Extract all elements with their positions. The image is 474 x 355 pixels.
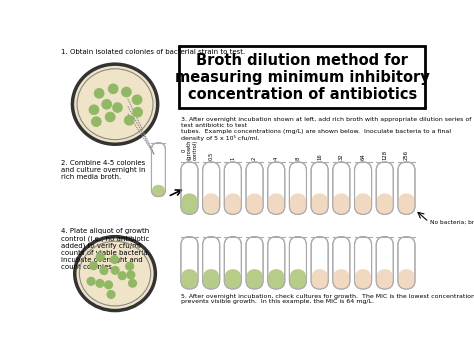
FancyBboxPatch shape [311,193,328,214]
FancyBboxPatch shape [398,237,415,289]
Text: 2: 2 [252,157,257,160]
Circle shape [87,277,95,285]
Ellipse shape [73,64,158,144]
FancyBboxPatch shape [268,269,284,289]
Text: 5. After overnight incubation, check cultures for growth.  The MIC is the lowest: 5. After overnight incubation, check cul… [181,294,474,305]
Circle shape [127,271,135,279]
FancyBboxPatch shape [290,162,307,214]
Text: 1. Obtain isolated colonies of bacterial strain to test.: 1. Obtain isolated colonies of bacterial… [61,49,245,55]
FancyBboxPatch shape [311,269,328,289]
Text: measuring minimum inhibitory: measuring minimum inhibitory [175,70,429,85]
Text: 64: 64 [361,154,365,160]
Text: 256: 256 [404,150,409,160]
Text: 0.5: 0.5 [209,152,214,160]
Text: concentration of antibiotics: concentration of antibiotics [188,87,417,102]
Circle shape [125,116,134,125]
FancyBboxPatch shape [290,269,306,289]
Text: 8: 8 [295,157,301,160]
FancyBboxPatch shape [182,193,198,214]
Circle shape [109,84,118,93]
Circle shape [96,253,104,261]
FancyBboxPatch shape [202,237,219,289]
FancyBboxPatch shape [246,193,263,214]
Ellipse shape [75,237,155,311]
FancyBboxPatch shape [333,193,349,214]
FancyBboxPatch shape [181,162,198,214]
Text: 3. After overnight incubation shown at left, add rich broth with appropriate dil: 3. After overnight incubation shown at l… [181,117,471,141]
Circle shape [122,87,131,97]
FancyBboxPatch shape [224,237,241,289]
FancyBboxPatch shape [398,269,415,289]
Text: 1: 1 [230,157,236,160]
FancyBboxPatch shape [355,269,371,289]
FancyBboxPatch shape [152,185,165,197]
FancyBboxPatch shape [152,143,165,197]
Text: 2. Combine 4-5 colonies
and culture overnight in
rich media broth.: 2. Combine 4-5 colonies and culture over… [61,160,146,180]
FancyBboxPatch shape [333,269,349,289]
Circle shape [105,281,112,289]
FancyBboxPatch shape [376,237,393,289]
Bar [179,46,425,108]
FancyBboxPatch shape [203,269,219,289]
Circle shape [106,113,115,122]
Text: 128: 128 [382,150,387,160]
Circle shape [89,105,99,114]
FancyBboxPatch shape [355,162,372,214]
Text: 0
(growth
control): 0 (growth control) [181,140,198,160]
FancyBboxPatch shape [268,162,285,214]
FancyBboxPatch shape [182,269,198,289]
Text: 4: 4 [274,157,279,160]
FancyBboxPatch shape [355,237,372,289]
Text: Broth dilution method for: Broth dilution method for [196,53,408,69]
FancyBboxPatch shape [377,269,393,289]
Circle shape [126,262,134,270]
FancyBboxPatch shape [377,193,393,214]
Text: 16: 16 [317,154,322,160]
FancyBboxPatch shape [246,237,263,289]
Circle shape [128,279,137,287]
FancyBboxPatch shape [398,162,415,214]
FancyBboxPatch shape [225,193,241,214]
Circle shape [132,95,142,104]
Circle shape [102,100,111,109]
Circle shape [91,117,101,126]
FancyBboxPatch shape [224,162,241,214]
Circle shape [113,103,122,112]
Circle shape [111,267,119,274]
FancyBboxPatch shape [333,162,350,214]
Text: 32: 32 [339,154,344,160]
FancyBboxPatch shape [246,269,263,289]
Circle shape [90,262,98,269]
Circle shape [94,89,104,98]
FancyBboxPatch shape [355,193,371,214]
FancyBboxPatch shape [203,193,219,214]
FancyBboxPatch shape [202,162,219,214]
Text: 4. Plate aliquot of growth
control (i.e., no antibiotic
added) to verify cfu/ml
: 4. Plate aliquot of growth control (i.e.… [61,228,150,270]
Circle shape [133,108,142,117]
FancyBboxPatch shape [290,237,307,289]
Text: No bacteria; broth control: No bacteria; broth control [430,219,474,224]
FancyBboxPatch shape [246,162,263,214]
FancyBboxPatch shape [268,237,285,289]
FancyBboxPatch shape [225,269,241,289]
Circle shape [118,272,126,279]
Circle shape [100,267,108,274]
FancyBboxPatch shape [333,237,350,289]
Circle shape [107,291,115,298]
Circle shape [96,279,104,287]
FancyBboxPatch shape [268,193,284,214]
FancyBboxPatch shape [376,162,393,214]
FancyBboxPatch shape [290,193,306,214]
FancyBboxPatch shape [398,193,415,214]
FancyBboxPatch shape [311,237,328,289]
Circle shape [111,256,118,263]
FancyBboxPatch shape [311,162,328,214]
FancyBboxPatch shape [181,237,198,289]
